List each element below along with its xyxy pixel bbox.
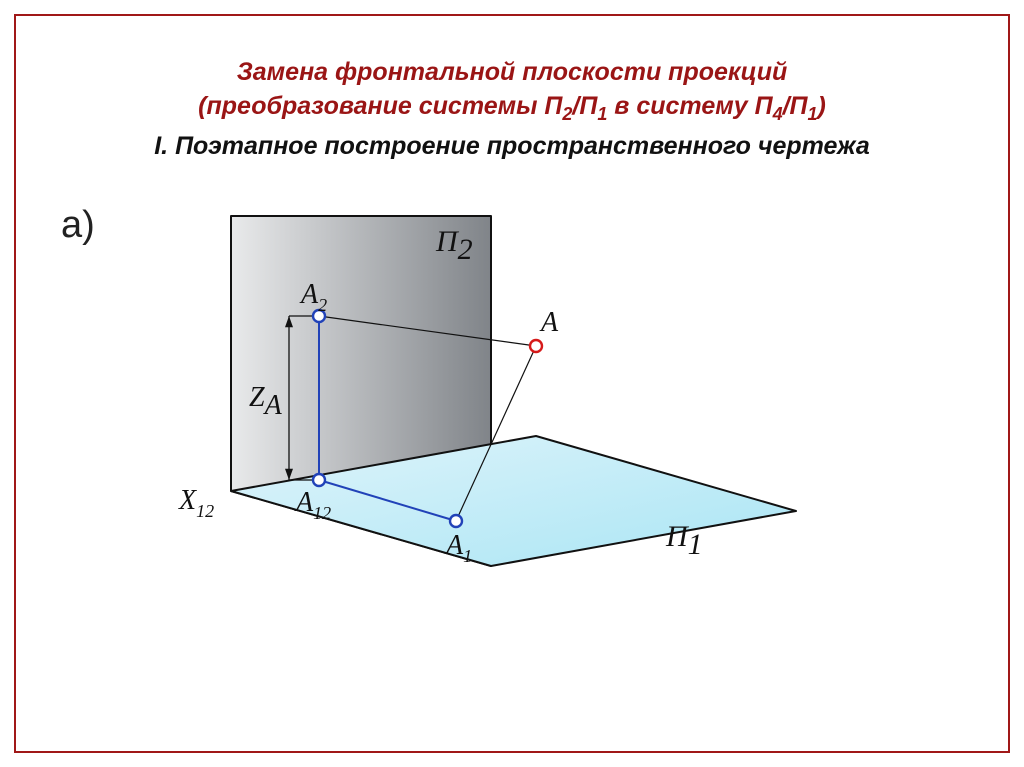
title-sub-1: 2 <box>562 104 572 124</box>
title-block: Замена фронтальной плоскости проекций (п… <box>16 56 1008 161</box>
title-line1: Замена фронтальной плоскости проекций (п… <box>46 56 978 126</box>
title-text-2a: (преобразование системы П <box>198 92 562 120</box>
title-text-2d: /П <box>783 92 808 120</box>
projection-diagram: ZA П2П1X12A2AA12A1 <box>136 191 876 711</box>
svg-text:X12: X12 <box>178 485 214 521</box>
slide-frame: Замена фронтальной плоскости проекций (п… <box>14 14 1010 753</box>
title-text-2e: ) <box>818 92 826 120</box>
title-sub-4: 1 <box>808 104 818 124</box>
svg-text:A: A <box>539 307 559 338</box>
title-sub-3: 4 <box>773 104 783 124</box>
panel-letter: а) <box>61 204 95 247</box>
diagram-container: ZA П2П1X12A2AA12A1 <box>136 191 876 711</box>
title-text-2c: в систему П <box>607 92 772 120</box>
subtitle: I. Поэтапное построение пространственног… <box>46 132 978 161</box>
title-sub-2: 1 <box>597 104 607 124</box>
title-text-2b: /П <box>572 92 597 120</box>
title-text-1: Замена фронтальной плоскости проекций <box>237 58 788 86</box>
